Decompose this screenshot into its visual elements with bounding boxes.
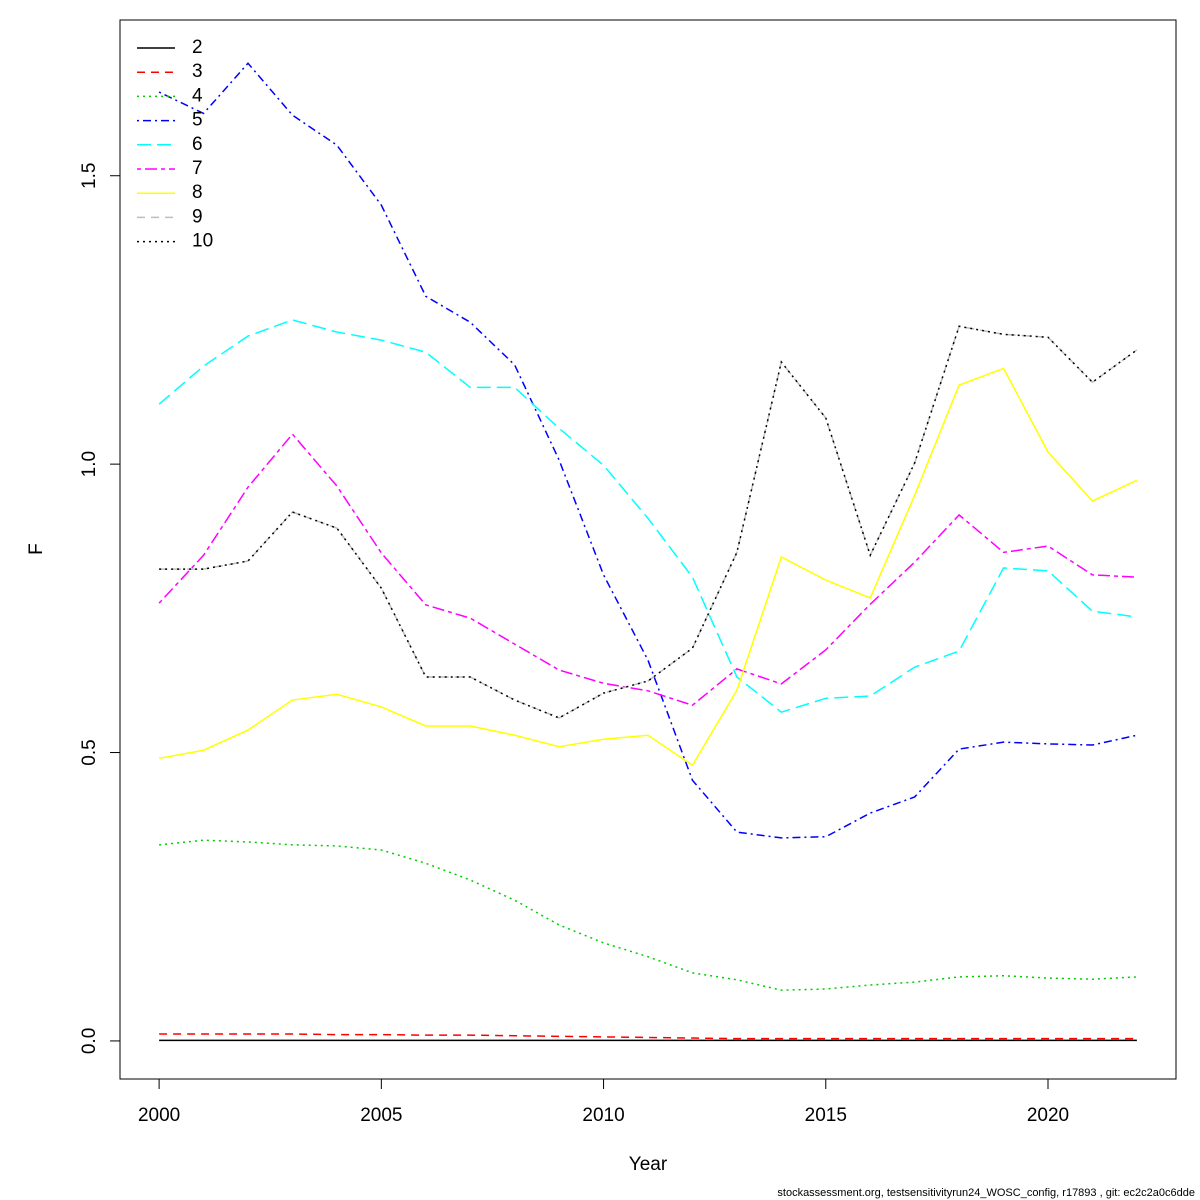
legend-label: 10 [192,231,213,252]
legend-label: 7 [192,158,203,179]
x-axis-label: Year [629,1154,668,1175]
series-line [158,62,1138,839]
legend-label: 3 [192,61,203,82]
y-tick-label: 0.5 [79,739,100,765]
x-tick-label: 2000 [138,1105,180,1126]
footnote: stockassessment.org, testsensitivityrun2… [777,1187,1195,1199]
y-tick-label: 1.0 [79,451,100,477]
series-line [158,432,1137,707]
x-tick-label: 2005 [360,1105,402,1126]
series-line [159,325,1138,719]
x-tick-label: 2015 [805,1105,847,1126]
series-line [158,319,1137,713]
x-tick-label: 2020 [1027,1105,1069,1126]
plot-frame [119,19,1177,1080]
series-line [159,1033,1137,1040]
legend-label: 2 [192,37,203,58]
legend-label: 8 [192,182,203,203]
y-tick-label: 1.5 [79,163,100,189]
y-axis-label: F [26,543,47,555]
legend-label: 6 [192,134,203,155]
series-line [159,325,1138,719]
legend-label: 9 [192,206,203,227]
legend-label: 5 [192,110,203,131]
y-tick-label: 0.0 [79,1028,100,1054]
series-line [159,839,1137,991]
x-tick-label: 2010 [582,1105,624,1126]
series-line [158,367,1138,767]
legend-label: 4 [192,85,203,106]
